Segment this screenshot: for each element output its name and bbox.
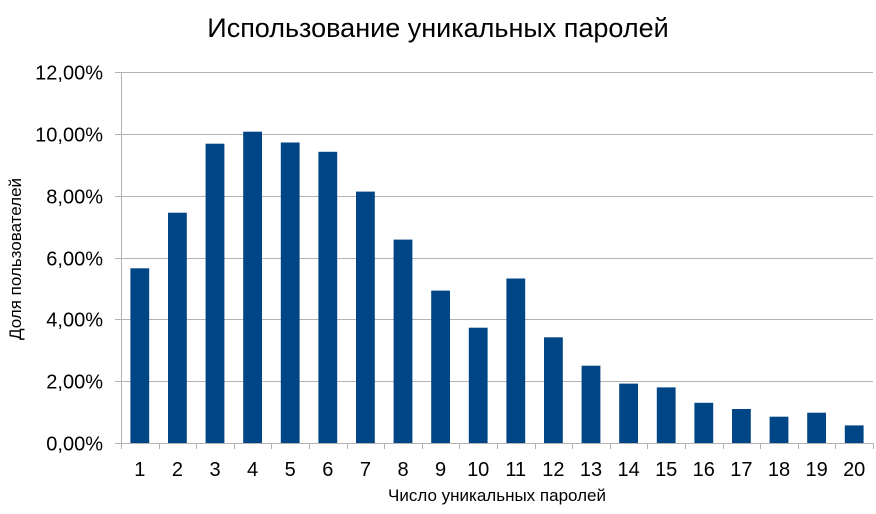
x-tick-label: 6 <box>322 459 333 481</box>
bar <box>356 191 375 443</box>
bar <box>318 151 338 444</box>
axes <box>121 72 874 449</box>
bar <box>769 416 789 443</box>
bar <box>393 239 413 443</box>
bar <box>656 387 676 443</box>
x-tick-label: 17 <box>730 459 752 481</box>
x-tick-label: 12 <box>542 459 564 481</box>
x-tick-label: 8 <box>397 459 408 481</box>
x-tick-label: 2 <box>172 459 183 481</box>
gridlines <box>115 72 873 444</box>
x-tick-label: 4 <box>247 459 258 481</box>
bar <box>544 337 563 443</box>
bar <box>431 290 450 443</box>
x-tick-label: 1 <box>134 459 145 481</box>
y-tick-label: 2,00% <box>46 372 103 394</box>
y-tick-label: 6,00% <box>46 249 103 271</box>
y-tick-label: 12,00% <box>35 63 103 85</box>
x-tick-label: 13 <box>580 459 602 481</box>
x-tick-label: 3 <box>209 459 220 481</box>
x-tick-label: 11 <box>505 459 526 481</box>
x-tick-label: 5 <box>285 459 296 481</box>
y-tick-label: 0,00% <box>46 434 103 456</box>
bar <box>243 131 262 443</box>
y-tick-labels: 0,00% 2,00% 4,00% 6,00% 8,00% 10,00% 12,00% <box>35 63 103 456</box>
bar <box>130 268 150 443</box>
x-tick-label: 19 <box>805 459 827 481</box>
y-axis-label: Доля пользователей <box>6 177 25 341</box>
x-tick-label: 18 <box>768 459 790 481</box>
x-tick-labels: 1 2 3 4 5 6 7 8 9 10 11 12 13 14 15 16 17 18 19 20 <box>134 459 865 481</box>
x-tick-label: 9 <box>435 459 446 481</box>
x-tick-label: 16 <box>693 459 715 481</box>
x-tick-label: 10 <box>467 459 489 481</box>
x-axis-label: Число уникальных паролей <box>388 486 606 505</box>
bar <box>205 143 225 443</box>
y-tick-label: 10,00% <box>35 125 103 147</box>
y-tick-label: 8,00% <box>46 187 103 209</box>
bar <box>807 412 826 443</box>
bar <box>280 142 300 443</box>
bar <box>619 383 638 443</box>
x-tick-label: 20 <box>843 459 865 481</box>
bar <box>732 409 751 443</box>
bar <box>506 278 526 443</box>
bar <box>844 425 864 443</box>
bar <box>694 402 714 443</box>
x-tick-label: 15 <box>655 459 677 481</box>
bar <box>581 365 601 443</box>
x-tick-label: 7 <box>360 459 371 481</box>
bars <box>130 131 864 444</box>
chart-title: Использование уникальных паролей <box>207 13 669 43</box>
y-tick-label: 4,00% <box>46 310 103 332</box>
bar <box>168 212 187 443</box>
x-tick-label: 14 <box>617 459 639 481</box>
bar <box>468 327 488 443</box>
